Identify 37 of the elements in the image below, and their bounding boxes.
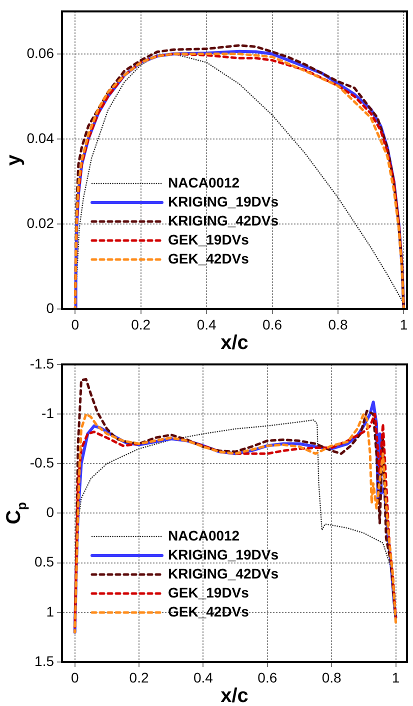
x-tick-label: 1: [400, 316, 408, 332]
legend-label: KRIGING_42DVs: [168, 212, 279, 228]
legend-label: NACA0012: [168, 527, 240, 544]
x-tick-label: 0.8: [322, 669, 342, 686]
x-tick-label: 0.6: [258, 669, 278, 686]
y-tick-label: -0.5: [30, 454, 54, 470]
legend-label: KRIGING_42DVs: [168, 565, 279, 582]
x-tick-label: 0.4: [193, 669, 214, 686]
legend-label: KRIGING_19DVs: [168, 546, 279, 562]
y-tick-label: 0.04: [26, 130, 54, 146]
legend-label: KRIGING_19DVs: [168, 193, 279, 210]
x-tick-label: 0.4: [196, 316, 217, 332]
y-tick-label: 1.5: [34, 652, 54, 669]
y-tick-label: 0.06: [26, 44, 54, 61]
x-tick-label: 0.8: [328, 316, 348, 332]
x-axis-title: x/c: [220, 332, 248, 354]
x-tick-label: 0.2: [131, 316, 151, 332]
y-tick-label: 0: [46, 300, 54, 316]
y-tick-label: -1.5: [30, 355, 54, 372]
y-tick-label: 0.5: [34, 554, 54, 570]
x-tick-label: 0.2: [129, 669, 149, 686]
y-tick-label: 0: [46, 504, 54, 520]
y-tick-label: 1: [46, 603, 54, 620]
legend-label: NACA0012: [168, 174, 240, 190]
x-tick-label: 0: [70, 669, 79, 686]
y-tick-label: 0.02: [26, 214, 54, 231]
x-tick-label: 0.6: [262, 316, 282, 332]
legend-label: GEK_42DVs: [168, 603, 250, 620]
y-axis-title: y: [3, 154, 25, 166]
legend-label: GEK_19DVs: [168, 584, 250, 600]
legend-label: GEK_42DVs: [168, 250, 250, 266]
legend-label: GEK_19DVs: [168, 231, 250, 248]
y-tick-label: -1: [42, 404, 54, 421]
x-axis-title: x/c: [220, 685, 248, 706]
y-axis-title: Cp: [3, 502, 29, 524]
x-tick-label: 1: [392, 669, 400, 686]
x-tick-label: 0: [71, 316, 80, 332]
